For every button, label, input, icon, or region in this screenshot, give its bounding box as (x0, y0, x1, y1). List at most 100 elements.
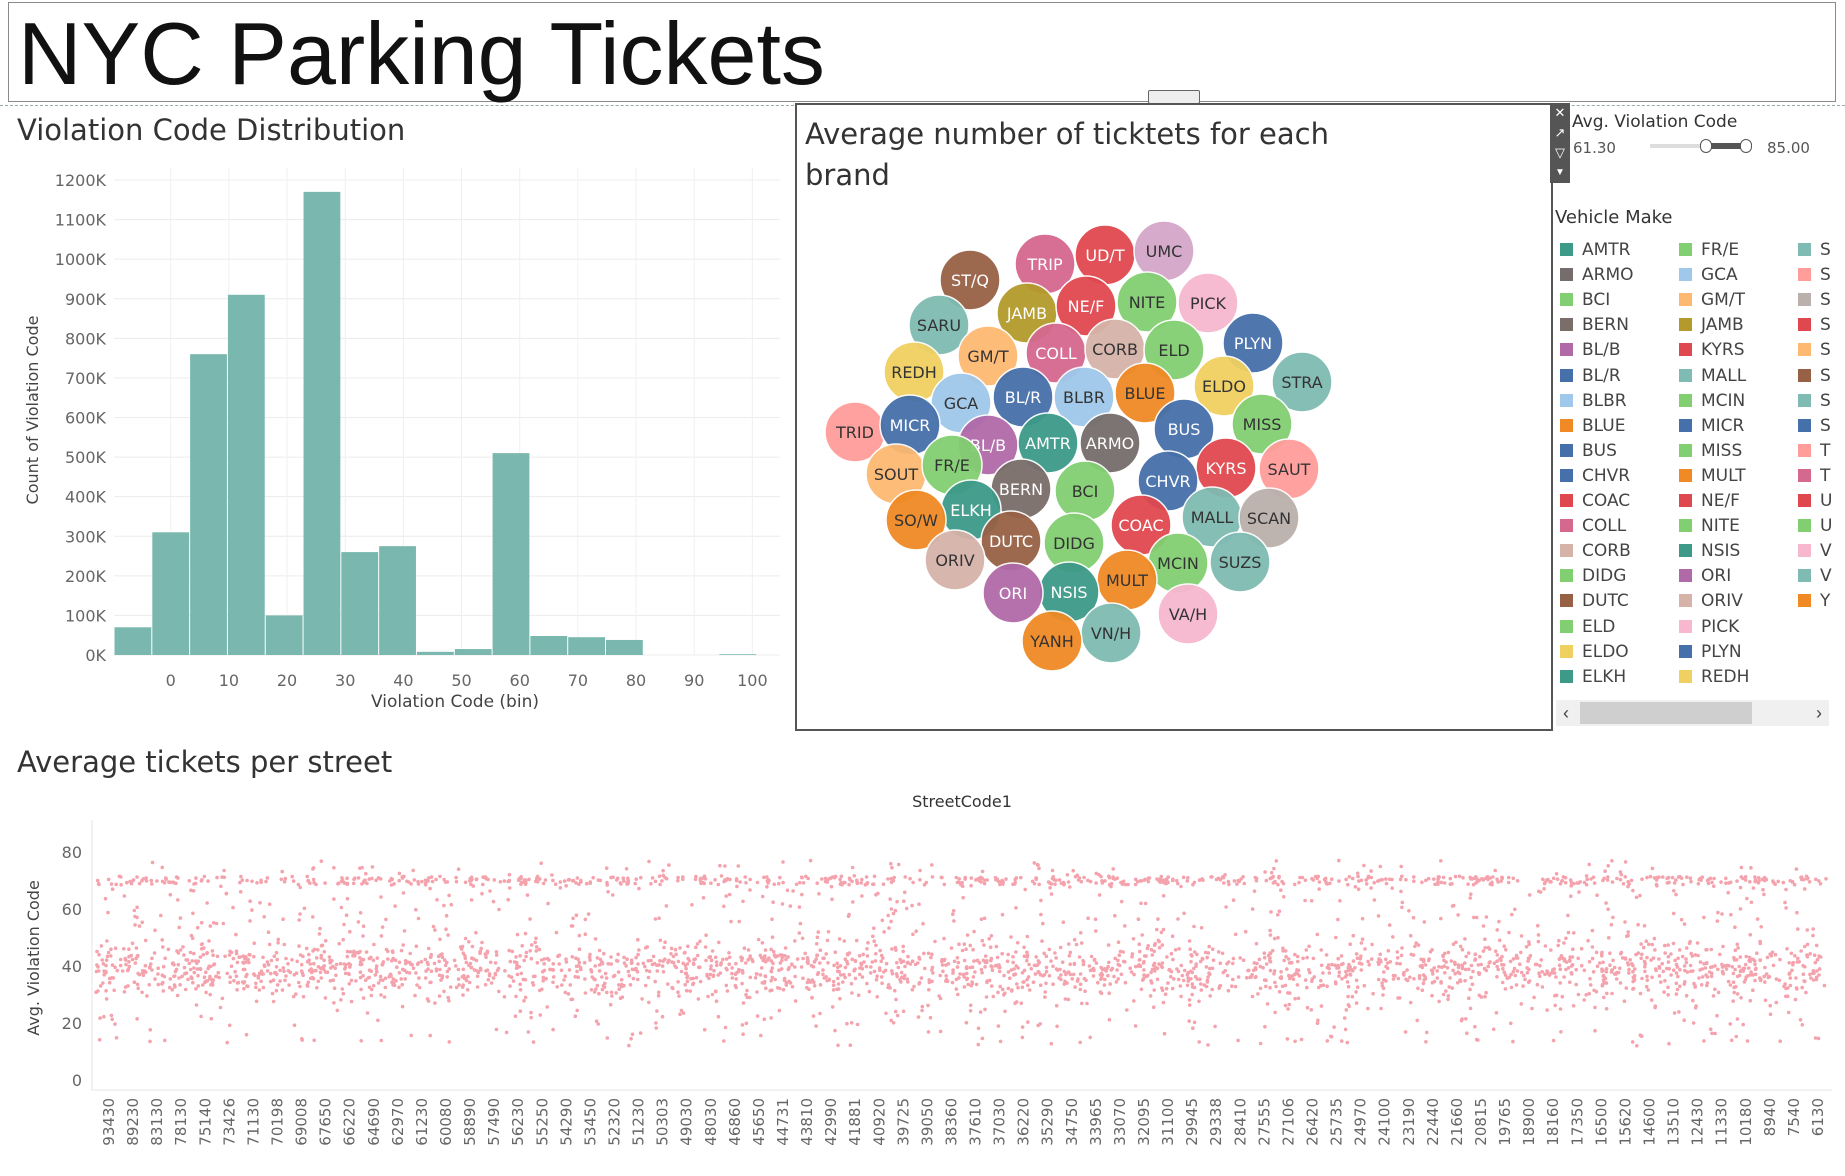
legend-item[interactable]: MCIN (1679, 391, 1745, 416)
legend-item[interactable]: DIDG (1560, 566, 1626, 591)
scatter-point (262, 964, 267, 969)
scatter-point (467, 980, 472, 985)
legend-item[interactable]: S (1798, 290, 1831, 315)
legend-item[interactable]: S (1798, 340, 1831, 365)
legend-item[interactable]: BL/R (1560, 366, 1621, 391)
scatter-point (1268, 985, 1272, 990)
legend-item[interactable]: COLL (1560, 516, 1626, 541)
legend-item[interactable]: CHVR (1560, 466, 1630, 491)
scatter-point (1635, 1044, 1639, 1048)
bubble (1017, 412, 1079, 474)
popout-icon[interactable]: ↗ (1554, 125, 1566, 140)
scroll-thumb[interactable] (1580, 702, 1752, 724)
legend-item[interactable]: MISS (1679, 441, 1742, 466)
legend-item[interactable]: MALL (1679, 366, 1746, 391)
legend-item[interactable]: S (1798, 366, 1831, 391)
filter-icon[interactable]: ▽ (1555, 145, 1565, 160)
slider-track[interactable] (1650, 144, 1748, 148)
scatter-point (194, 876, 198, 880)
slider-min-handle[interactable] (1700, 139, 1712, 153)
legend-item[interactable]: S (1798, 315, 1831, 340)
scatter-point (416, 882, 421, 886)
legend-item[interactable]: NE/F (1679, 491, 1740, 516)
x-axis-header: StreetCode1 (912, 792, 1012, 811)
bubble (1143, 319, 1205, 381)
legend-item[interactable]: V (1798, 566, 1832, 591)
scatter-point (367, 877, 372, 881)
scatter-point (744, 961, 748, 965)
legend-item[interactable]: S (1798, 391, 1831, 416)
slider-max-handle[interactable] (1740, 139, 1752, 153)
legend-item[interactable]: BL/B (1560, 340, 1621, 365)
scatter-point (685, 962, 690, 966)
legend-item[interactable]: AMTR (1560, 240, 1631, 265)
scatter-point (890, 865, 894, 870)
legend-item[interactable]: ARMO (1560, 265, 1634, 290)
legend-item[interactable]: COAC (1560, 491, 1630, 516)
legend-item[interactable]: ELDO (1560, 642, 1629, 667)
legend-item[interactable]: BCI (1560, 290, 1610, 315)
legend-item[interactable]: MICR (1679, 416, 1744, 441)
chevron-down-icon[interactable]: ▼ (1555, 167, 1565, 178)
scatter-point (160, 973, 165, 977)
legend-item[interactable]: T (1798, 441, 1830, 466)
bubble-label: MICR (890, 416, 931, 435)
scatter-point (1631, 963, 1635, 968)
scatter-point (865, 947, 869, 951)
scatter-point (476, 970, 481, 975)
scatter-point (1025, 953, 1030, 957)
legend-item[interactable]: PICK (1679, 617, 1739, 642)
legend-item[interactable]: JAMB (1679, 315, 1744, 340)
legend-item[interactable]: ORIV (1679, 591, 1743, 616)
legend-item[interactable]: REDH (1679, 667, 1749, 692)
scatter-point (524, 954, 528, 959)
legend-item[interactable]: GCA (1679, 265, 1738, 290)
chevron-right-icon[interactable]: › (1816, 703, 1822, 723)
scatter-point (183, 987, 188, 992)
scatter-point (1738, 969, 1743, 974)
legend-item[interactable]: ORI (1679, 566, 1731, 591)
scatter-point (956, 960, 961, 965)
legend-item[interactable]: KYRS (1679, 340, 1745, 365)
scatter-point (127, 960, 131, 964)
scatter-point (1773, 952, 1778, 957)
legend-item[interactable]: NITE (1679, 516, 1740, 541)
legend-item[interactable]: S (1798, 265, 1831, 290)
legend-item[interactable]: MULT (1679, 466, 1746, 491)
legend-item[interactable]: DUTC (1560, 591, 1629, 616)
scatter-point (638, 1031, 643, 1035)
legend-item[interactable]: T (1798, 466, 1830, 491)
legend-item[interactable]: ELKH (1560, 667, 1626, 692)
scatter-point (481, 882, 485, 887)
legend-item[interactable]: NSIS (1679, 541, 1740, 566)
scatter-point (1653, 1005, 1657, 1010)
chevron-left-icon[interactable]: ‹ (1563, 703, 1569, 723)
legend-item[interactable]: ELD (1560, 617, 1615, 642)
resize-handle[interactable] (1148, 90, 1200, 104)
legend-scrollbar[interactable]: ‹ › (1556, 700, 1829, 726)
scatter-point (1814, 975, 1819, 980)
legend-item[interactable]: U (1798, 516, 1832, 541)
legend-item[interactable]: S (1798, 240, 1831, 265)
scatter-point (1483, 937, 1487, 941)
legend-item[interactable]: FR/E (1679, 240, 1739, 265)
close-icon[interactable]: ✕ (1554, 105, 1566, 120)
legend-item[interactable]: Y (1798, 591, 1830, 616)
scatter-point (734, 977, 738, 981)
legend-item[interactable]: S (1798, 416, 1831, 441)
scatter-point (744, 992, 748, 997)
legend-item[interactable]: BERN (1560, 315, 1629, 340)
scatter-point (858, 966, 862, 970)
scatter-point (270, 991, 275, 996)
legend-item[interactable]: U (1798, 491, 1832, 516)
scatter-point (1047, 947, 1052, 952)
legend-item[interactable]: V (1798, 541, 1832, 566)
legend-item[interactable]: BLBR (1560, 391, 1627, 416)
legend-item[interactable]: PLYN (1679, 642, 1742, 667)
legend-item[interactable]: BUS (1560, 441, 1617, 466)
scatter-point (365, 881, 369, 886)
legend-item[interactable]: BLUE (1560, 416, 1625, 441)
scatter-point (1441, 875, 1446, 880)
legend-item[interactable]: CORB (1560, 541, 1631, 566)
legend-item[interactable]: GM/T (1679, 290, 1745, 315)
